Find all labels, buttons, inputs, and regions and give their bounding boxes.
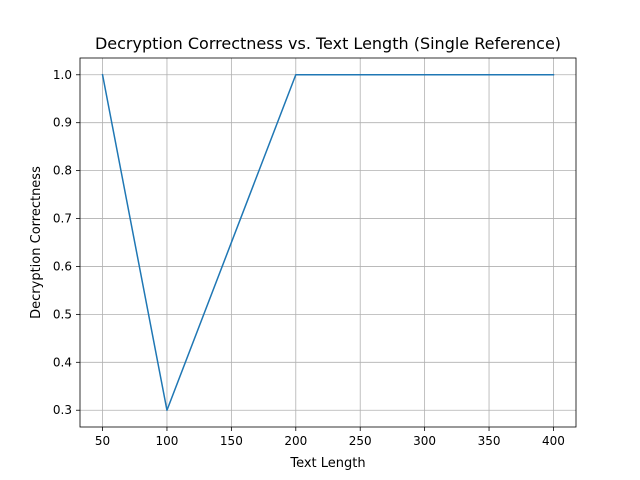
x-tick-label-1: 100 bbox=[156, 434, 179, 448]
x-tick-label-4: 250 bbox=[349, 434, 372, 448]
y-tick-label-5: 0.8 bbox=[53, 164, 72, 178]
y-tick-labels: 0.3 0.4 0.5 0.6 0.7 0.8 0.9 1.0 bbox=[53, 68, 72, 417]
x-tick-label-0: 50 bbox=[95, 434, 110, 448]
y-tick-label-2: 0.5 bbox=[53, 307, 72, 321]
plot-area bbox=[80, 58, 576, 427]
x-tick-label-6: 350 bbox=[478, 434, 501, 448]
y-axis-label: Decryption Correctness bbox=[29, 166, 44, 319]
x-tick-label-5: 300 bbox=[413, 434, 436, 448]
y-tick-label-3: 0.6 bbox=[53, 259, 72, 273]
y-tick-label-7: 1.0 bbox=[53, 68, 72, 82]
x-tick-label-2: 150 bbox=[220, 434, 243, 448]
x-tick-label-3: 200 bbox=[284, 434, 307, 448]
grid-lines bbox=[80, 58, 576, 427]
chart-title: Decryption Correctness vs. Text Length (… bbox=[95, 34, 561, 53]
series-layer bbox=[101, 73, 555, 411]
y-tick-label-4: 0.7 bbox=[53, 212, 72, 226]
x-tick-labels: 50 100 150 200 250 300 350 400 bbox=[95, 434, 565, 448]
y-tick-label-1: 0.4 bbox=[53, 355, 72, 369]
y-tick-label-6: 0.9 bbox=[53, 116, 72, 130]
plot-frame bbox=[79, 57, 577, 428]
x-tick-label-7: 400 bbox=[542, 434, 565, 448]
y-tick-label-0: 0.3 bbox=[53, 403, 72, 417]
series-line-0 bbox=[101, 73, 555, 411]
x-axis-label: Text Length bbox=[289, 456, 365, 471]
tick-marks bbox=[76, 74, 554, 431]
